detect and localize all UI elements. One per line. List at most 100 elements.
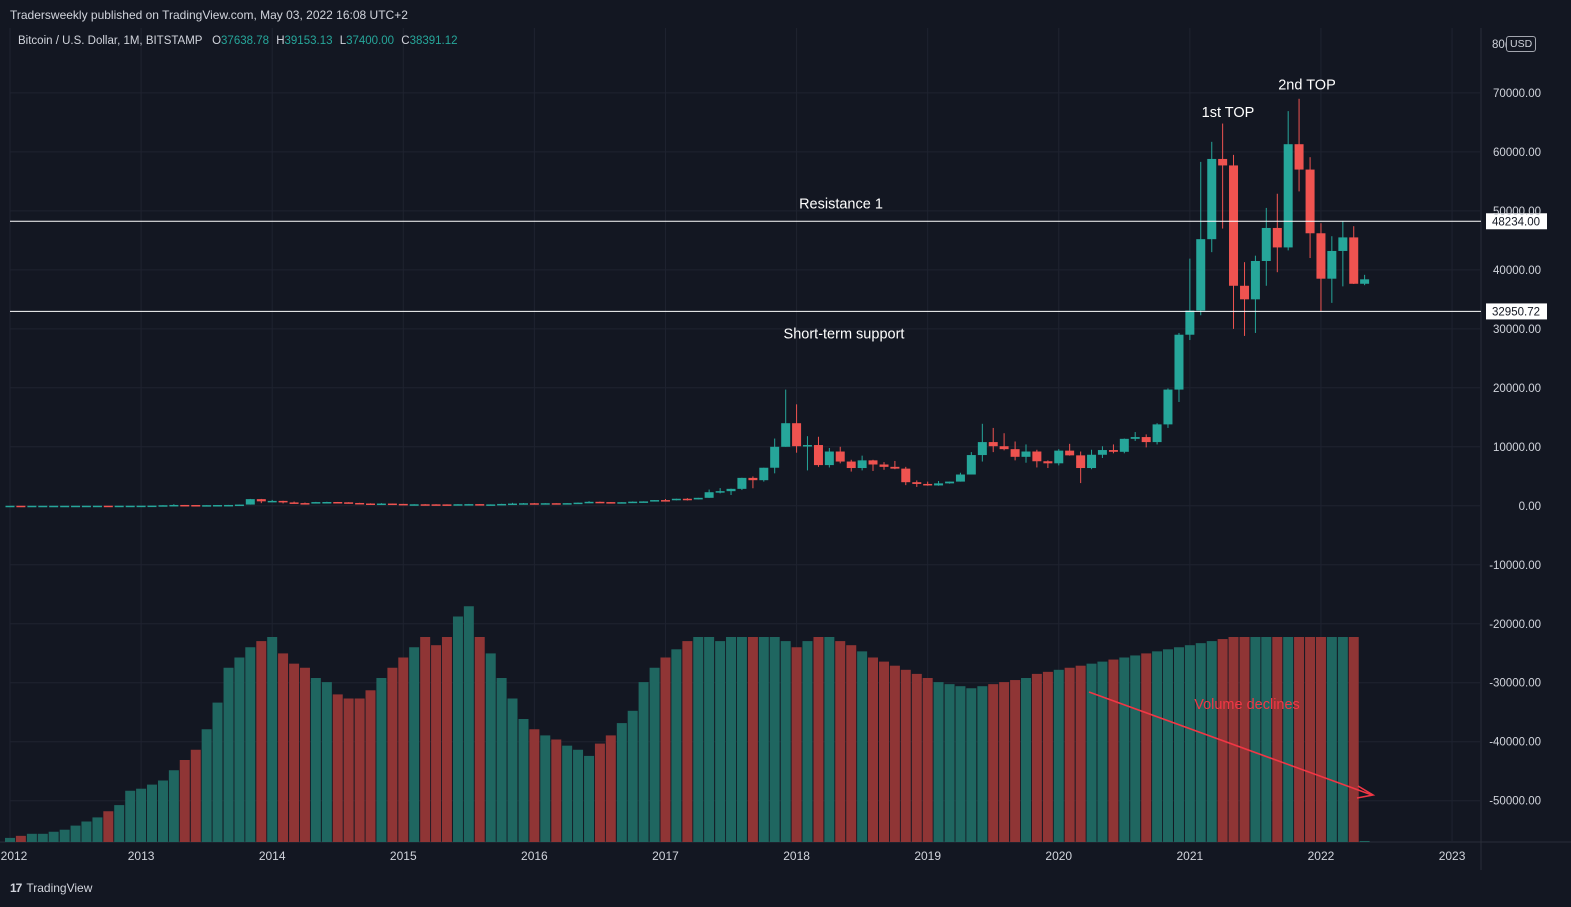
volume-bar — [682, 641, 693, 842]
high-value: 39153.13 — [284, 35, 333, 47]
candle-body — [923, 483, 933, 486]
volume-bar — [1064, 667, 1075, 842]
arrow-head-icon — [1356, 785, 1376, 799]
volume-bar — [846, 645, 857, 842]
candle-body — [267, 500, 277, 503]
candle-body — [584, 501, 594, 504]
volume-bar — [813, 637, 824, 842]
open-value: 37638.78 — [221, 35, 269, 47]
candle-body — [1229, 165, 1239, 286]
candle-body — [1043, 461, 1053, 464]
volume-bar — [343, 698, 354, 842]
symbol-name: Bitcoin / U.S. Dollar, 1M, BITSTAMP — [18, 35, 203, 47]
volume-bar — [1053, 669, 1064, 842]
x-tick-label: 2016 — [521, 849, 548, 863]
publisher-line: Tradersweekly published on TradingView.c… — [10, 8, 408, 22]
volume-bar — [420, 637, 431, 842]
volume-bar — [594, 743, 605, 842]
volume-bar — [26, 833, 37, 842]
candle-body — [1032, 451, 1042, 462]
volume-bar — [933, 682, 944, 842]
volume-bar — [37, 833, 48, 842]
symbol-legend: Bitcoin / U.S. Dollar, 1M, BITSTAMP O376… — [18, 35, 462, 47]
candle-body — [191, 505, 201, 507]
candle-body — [1360, 279, 1370, 284]
candle-body — [224, 504, 234, 507]
open-label: O — [212, 35, 222, 47]
candle-body — [704, 492, 714, 498]
volume-bar — [868, 657, 879, 842]
volume-bar — [1010, 680, 1021, 842]
candle-body — [1087, 454, 1097, 469]
candle-body — [868, 460, 878, 465]
volume-bar — [1020, 678, 1031, 842]
volume-bar — [518, 719, 529, 842]
candle-body — [737, 477, 747, 489]
candle-body — [344, 502, 354, 504]
first-top-label: 1st TOP — [1202, 105, 1255, 121]
candle-body — [1294, 144, 1304, 170]
candle-body — [912, 482, 922, 484]
candle-body — [562, 503, 572, 505]
volume-bar — [791, 647, 802, 842]
candle-body — [180, 504, 190, 507]
currency-button[interactable]: USD — [1506, 36, 1537, 52]
volume-declines-label: Volume declines — [1194, 697, 1300, 713]
volume-bar — [114, 805, 125, 842]
volume-bar — [92, 817, 103, 842]
candle-body — [595, 501, 605, 504]
candle-body — [813, 445, 823, 466]
volume-bar — [332, 694, 343, 842]
candle-body — [1054, 450, 1064, 464]
volume-bar — [1239, 637, 1250, 842]
volume-bar — [1119, 657, 1130, 842]
volume-bar — [1206, 641, 1217, 842]
high-label: H — [276, 35, 285, 47]
price-chart[interactable]: 48234.00 32950.72 70000.00 60000.00 50000.0… — [0, 0, 1571, 876]
candle-body — [71, 505, 81, 508]
volume-bar — [1042, 671, 1053, 842]
volume-bar — [376, 678, 387, 842]
volume-bar — [1184, 645, 1195, 842]
candle-body — [1207, 158, 1217, 240]
volume-bar — [463, 606, 474, 842]
candle-body — [38, 505, 48, 508]
volume-bar — [726, 637, 737, 842]
candle-body — [726, 488, 736, 492]
candle-body — [1250, 260, 1260, 300]
volume-bar — [474, 637, 485, 842]
volume-bar — [168, 770, 179, 842]
candle-body — [114, 505, 124, 508]
candle-body — [901, 468, 911, 483]
candle-body — [81, 505, 91, 508]
brand[interactable]: 17 TradingView — [10, 881, 92, 895]
candle-body — [529, 503, 539, 505]
candle-body — [442, 504, 452, 506]
y-tick-label: -50000.00 — [1489, 796, 1541, 808]
candle-body — [431, 504, 441, 506]
candle-body — [1152, 424, 1162, 443]
x-tick-label: 2023 — [1439, 849, 1466, 863]
volume-bar — [278, 653, 289, 842]
volume-bar — [1152, 651, 1163, 842]
candle-body — [234, 504, 244, 507]
support-label: Short-term support — [784, 326, 905, 342]
y-tick-label: -30000.00 — [1489, 678, 1541, 690]
volume-trend-arrow — [1088, 691, 1373, 796]
x-tick-label: 2021 — [1177, 849, 1204, 863]
volume-bar — [441, 637, 452, 842]
volume-bar — [573, 749, 584, 842]
low-label: L — [339, 35, 347, 47]
close-value: 38391.12 — [409, 35, 458, 47]
support-price-tag — [1486, 303, 1547, 320]
candle-body — [1316, 233, 1326, 279]
candle-body — [147, 505, 157, 508]
x-tick-label: 2012 — [1, 849, 28, 863]
volume-bar — [977, 686, 988, 842]
candle-body — [213, 505, 223, 507]
volume-bar — [136, 788, 147, 842]
volume-bar — [999, 682, 1010, 842]
candle-body — [660, 500, 670, 502]
resistance-price-tag — [1486, 213, 1547, 230]
candle-body — [1174, 334, 1184, 390]
